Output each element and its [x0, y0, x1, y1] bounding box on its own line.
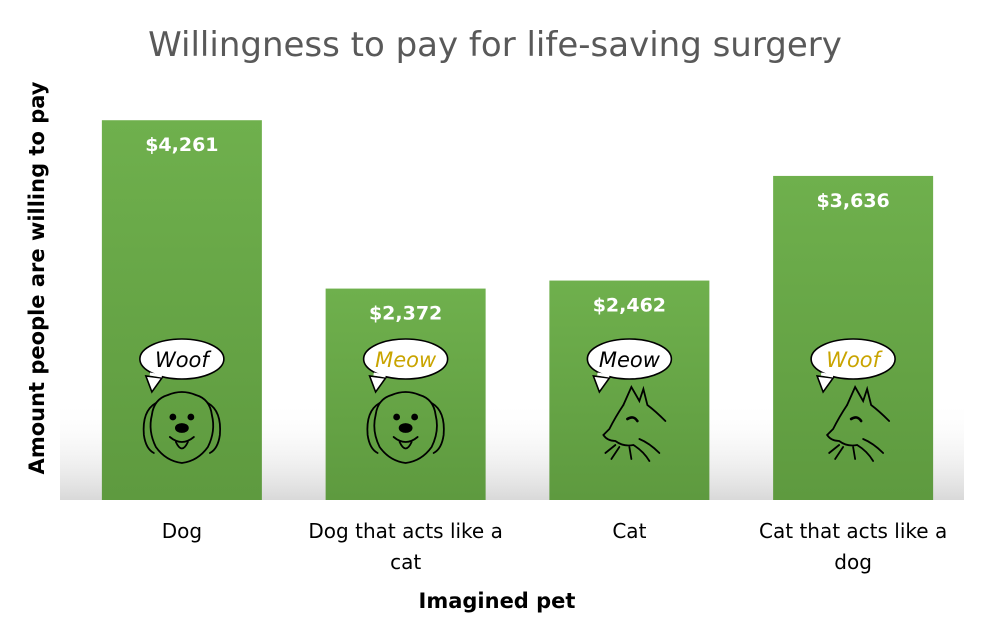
y-axis-label: Amount people are willing to pay: [25, 81, 49, 474]
bar: [325, 288, 486, 500]
speech-bubble: Woof: [139, 338, 225, 394]
chart-title: Willingness to pay for life-saving surge…: [148, 25, 842, 65]
dog-face-icon: [366, 391, 445, 464]
data-label: $2,462: [593, 295, 666, 317]
speech-bubble: Meow: [586, 338, 673, 394]
bar: [101, 120, 262, 501]
speech-bubble-text: Woof: [826, 348, 883, 372]
x-tick-label: Cat that acts like a dog: [759, 519, 947, 574]
data-label: $2,372: [369, 303, 442, 325]
x-tick-label: Dog that acts like a cat: [308, 519, 502, 574]
dog-face-icon: [142, 391, 222, 464]
data-label: $4,261: [145, 134, 218, 156]
x-tick-label: Dog: [162, 519, 202, 543]
cat-face-icon: [825, 385, 891, 462]
speech-bubble-text: Meow: [375, 348, 437, 372]
speech-bubble-text: Woof: [155, 348, 212, 372]
data-label: $3,636: [816, 190, 889, 212]
bars-layer: $4,261 Woof Dog $2,372 Meow Dog that acts lik…: [101, 120, 947, 574]
cat-face-icon: [602, 385, 667, 462]
x-axis-label: Imagined pet: [419, 589, 576, 613]
x-tick-label: Cat: [612, 519, 646, 543]
speech-bubble: Woof: [810, 338, 896, 394]
speech-bubble: Meow: [362, 338, 449, 394]
speech-bubble-text: Meow: [599, 348, 661, 372]
